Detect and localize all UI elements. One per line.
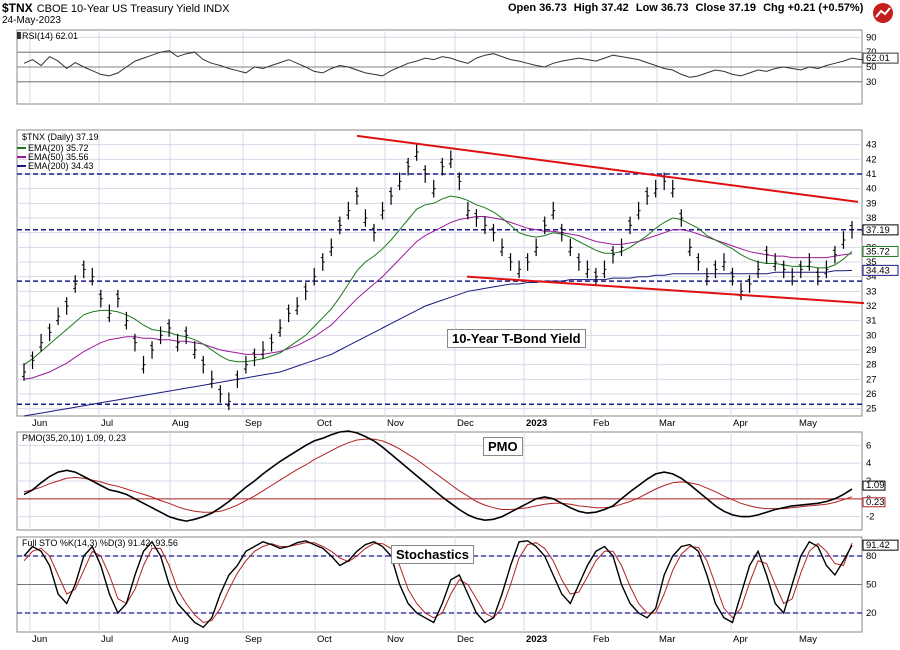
ticker-description: CBOE 10-Year US Treasury Yield INDX <box>36 3 230 15</box>
main-tick-39: 39 <box>866 198 877 209</box>
pmo-last-label-1: 0.23 <box>866 497 885 508</box>
main-month-0: Jun <box>32 418 47 429</box>
upper-trendline <box>356 134 859 203</box>
sto-tick-2: 20 <box>866 608 877 619</box>
ticker-symbol: $TNX <box>2 1 33 15</box>
sto-title: Full STO %K(14,3) %D(3) 91.42, 93.56 <box>22 538 178 548</box>
main-tick-26: 26 <box>866 389 877 400</box>
pmo-last-label-0: 1.09 <box>866 480 885 491</box>
main-legend-1: EMA(50) 35.56 <box>28 152 89 162</box>
pmo-last-box-1 <box>862 497 886 508</box>
rsi-last-label: 62.01 <box>866 53 890 64</box>
main-ema200-line <box>23 269 853 417</box>
main-tick-25: 25 <box>866 404 877 415</box>
main-tick-40: 40 <box>866 184 877 195</box>
main-tick-27: 27 <box>866 374 877 385</box>
pmo-last-box-0 <box>862 480 886 491</box>
main-tick-30: 30 <box>866 330 877 341</box>
sto-month-2: Aug <box>172 634 189 645</box>
sto-month-8: Feb <box>593 634 609 645</box>
rsi-last-box <box>862 52 899 64</box>
chart-date: 24-May-2023 <box>2 15 61 26</box>
sto-annotation: Stochastics <box>391 545 474 564</box>
main-month-3: Sep <box>245 418 262 429</box>
main-tick-34: 34 <box>866 272 877 283</box>
main-tick-42: 42 <box>866 154 877 165</box>
rsi-title: RSI(14) 62.01 <box>22 31 78 41</box>
stockcharts-logo-icon <box>873 3 893 23</box>
main-tick-38: 38 <box>866 213 877 224</box>
main-last-box-1 <box>862 245 899 257</box>
main-month-9: Mar <box>659 418 675 429</box>
pmo-tick-1: 4 <box>866 458 871 469</box>
pmo-tick-4: -2 <box>866 512 874 523</box>
main-last-label-2: 34.43 <box>866 265 890 276</box>
sto-tick-0: 80 <box>866 551 877 562</box>
main-tick-33: 33 <box>866 286 877 297</box>
sto-month-4: Oct <box>317 634 332 645</box>
main-tick-32: 32 <box>866 301 877 312</box>
main-month-2: Aug <box>172 418 189 429</box>
rsi-legend-swatch <box>17 32 21 39</box>
sto-month-5: Nov <box>387 634 404 645</box>
main-month-1: Jul <box>101 418 113 429</box>
lower-trendline <box>466 275 865 305</box>
ohlc-summary: Open 36.73 High 37.42 Low 36.73 Close 37… <box>508 2 867 14</box>
main-last-label-1: 35.72 <box>866 246 890 257</box>
pmo-title: PMO(35,20,10) 1.09, 0.23 <box>22 433 126 443</box>
main-last-box-2 <box>862 264 899 276</box>
main-title: $TNX (Daily) 37.19 <box>22 132 99 142</box>
pmo-tick-0: 6 <box>866 440 871 451</box>
sto-k-line <box>23 540 853 629</box>
sto-month-0: Jun <box>32 634 47 645</box>
main-legend-2: EMA(200) 34.43 <box>28 161 94 171</box>
sto-month-3: Sep <box>245 634 262 645</box>
sto-month-7: 2023 <box>526 634 547 645</box>
main-tick-41: 41 <box>866 169 877 180</box>
open-value: Open 36.73 <box>508 2 567 14</box>
sto-tick-1: 50 <box>866 580 877 591</box>
sto-last-box <box>862 539 899 551</box>
main-month-7: 2023 <box>526 418 547 429</box>
sto-month-10: Apr <box>733 634 748 645</box>
main-month-4: Oct <box>317 418 332 429</box>
main-annotation: 10-Year T-Bond Yield <box>447 329 586 348</box>
rsi-tick-50: 50 <box>866 62 877 73</box>
main-ema20-line <box>23 195 853 366</box>
main-tick-43: 43 <box>866 140 877 151</box>
change-value: Chg +0.21 (+0.57%) <box>763 2 864 14</box>
main-legend-0: EMA(20) 35.72 <box>28 143 89 153</box>
chart-header: $TNX CBOE 10-Year US Treasury Yield INDX … <box>0 0 900 30</box>
main-month-6: Dec <box>457 418 474 429</box>
main-tick-35: 35 <box>866 257 877 268</box>
rsi-tick-90: 90 <box>866 32 877 43</box>
symbol-line: $TNX CBOE 10-Year US Treasury Yield INDX <box>2 1 229 15</box>
main-month-11: May <box>799 418 817 429</box>
pmo-annotation: PMO <box>483 437 523 456</box>
low-value: Low 36.73 <box>635 2 689 14</box>
main-last-label-0: 37.19 <box>866 225 890 236</box>
main-tick-31: 31 <box>866 316 877 327</box>
sto-month-9: Mar <box>659 634 675 645</box>
high-value: High 37.42 <box>573 2 629 14</box>
main-month-10: Apr <box>733 418 748 429</box>
sto-month-1: Jul <box>101 634 113 645</box>
main-tick-29: 29 <box>866 345 877 356</box>
main-last-box-0 <box>862 224 899 236</box>
sto-last-label: 91.42 <box>866 540 890 551</box>
pmo-signal-line <box>23 438 853 513</box>
sto-month-11: May <box>799 634 817 645</box>
sto-d-line <box>23 542 853 624</box>
close-value: Close 37.19 <box>695 2 757 14</box>
main-tick-28: 28 <box>866 360 877 371</box>
rsi-line <box>23 50 870 78</box>
pmo-line <box>23 430 853 522</box>
main-month-5: Nov <box>387 418 404 429</box>
sto-month-6: Dec <box>457 634 474 645</box>
panel-frame-main <box>16 129 863 417</box>
rsi-tick-30: 30 <box>866 77 877 88</box>
main-month-8: Feb <box>593 418 609 429</box>
